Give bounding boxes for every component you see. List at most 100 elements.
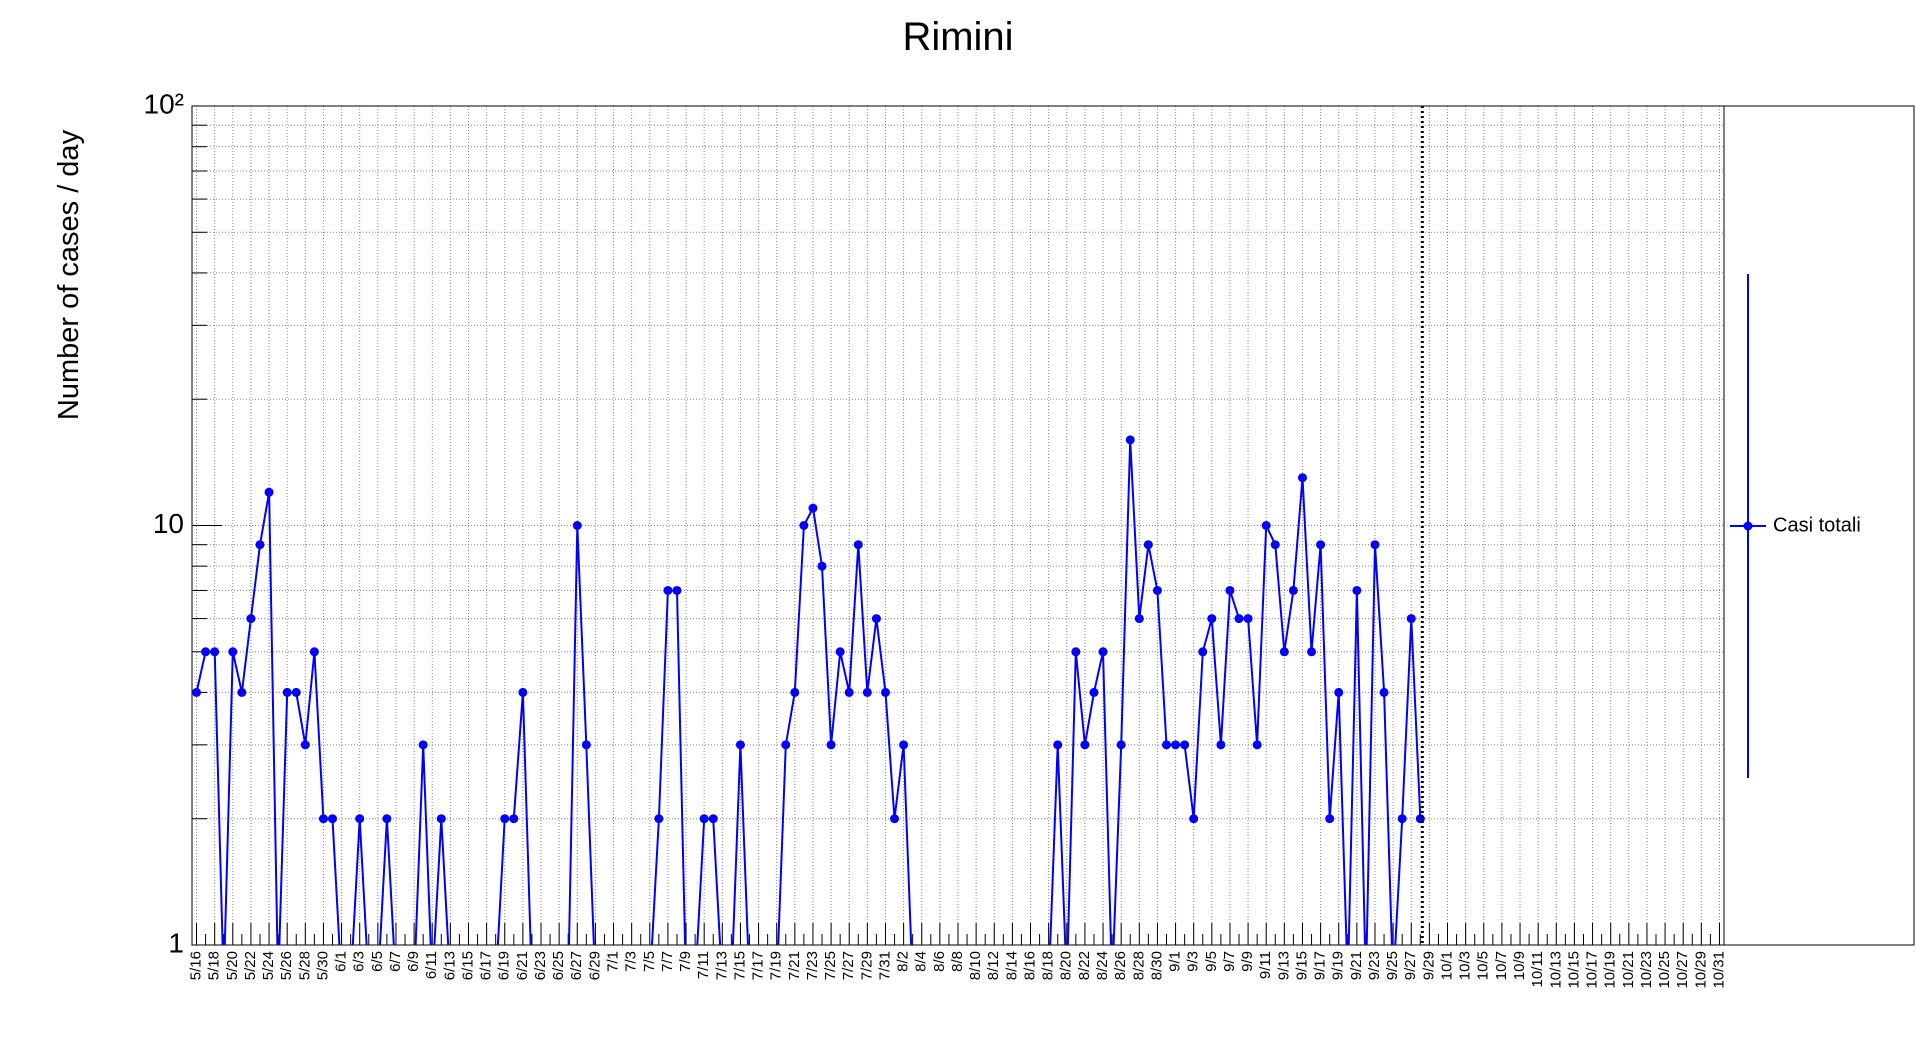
data-point — [972, 981, 981, 990]
data-point — [1252, 740, 1262, 750]
data-point — [763, 981, 772, 990]
data-point — [1297, 473, 1307, 483]
data-point — [781, 740, 791, 750]
data-point — [926, 981, 935, 990]
x-tick-label: 6/21 — [514, 951, 531, 980]
data-point — [1080, 740, 1090, 750]
chart-title: Rimini — [902, 15, 1013, 59]
x-tick-label: 7/23 — [804, 951, 821, 980]
data-point — [1379, 687, 1389, 697]
data-point — [364, 981, 373, 990]
data-point — [274, 981, 283, 990]
data-point — [309, 647, 319, 657]
data-point — [446, 981, 455, 990]
x-tick-label: 7/1 — [604, 951, 621, 972]
data-point — [436, 814, 446, 824]
data-point — [718, 981, 727, 990]
x-tick-label: 6/11 — [423, 951, 440, 979]
x-tick-label: 7/11 — [695, 951, 712, 979]
data-point — [572, 521, 582, 530]
data-point — [382, 814, 392, 824]
data-point — [1316, 540, 1326, 550]
data-point — [1071, 647, 1081, 657]
data-point — [1062, 981, 1071, 990]
data-point — [300, 740, 310, 750]
x-tick-label: 7/19 — [768, 951, 785, 980]
x-tick-label: 6/17 — [478, 951, 495, 980]
data-point — [581, 740, 591, 750]
x-tick-label: 5/24 — [260, 951, 277, 980]
series-line — [195, 439, 1422, 945]
data-point — [373, 981, 382, 990]
y-tick-label: 10 — [153, 508, 184, 539]
x-tick-label: 7/5 — [641, 951, 658, 972]
data-point — [464, 981, 473, 990]
data-point — [636, 981, 645, 990]
x-tick-label: 10/1 — [1438, 951, 1455, 980]
data-point — [1389, 981, 1398, 990]
x-tick-label: 8/12 — [985, 951, 1002, 980]
x-tick-label: 10/9 — [1511, 951, 1528, 980]
x-tick-label: 10/13 — [1547, 951, 1564, 989]
data-point — [291, 687, 301, 697]
data-point — [328, 814, 338, 824]
x-tick-label: 10/7 — [1493, 951, 1510, 980]
data-point — [1180, 740, 1190, 750]
data-point — [1125, 435, 1135, 445]
data-point — [908, 981, 917, 990]
data-point — [1134, 614, 1144, 624]
data-point — [1161, 740, 1171, 750]
x-tick-label: 6/13 — [441, 951, 458, 980]
plot-area — [192, 435, 1425, 990]
x-tick-label: 10/19 — [1602, 951, 1619, 989]
data-point — [672, 585, 682, 595]
x-tick-label: 6/25 — [550, 951, 567, 980]
x-tick-label: 7/3 — [623, 951, 640, 972]
x-tick-label: 8/14 — [1003, 951, 1020, 980]
x-tick-label: 9/7 — [1221, 951, 1238, 972]
data-point — [981, 981, 990, 990]
data-point — [1270, 540, 1280, 550]
data-point — [663, 585, 673, 595]
data-point — [808, 503, 818, 513]
x-tick-label: 8/22 — [1076, 951, 1093, 980]
data-point — [482, 981, 491, 990]
data-point — [1171, 740, 1181, 750]
data-point — [1035, 981, 1044, 990]
x-tick-label: 8/10 — [967, 951, 984, 980]
data-point — [745, 981, 754, 990]
data-point — [1225, 585, 1235, 595]
data-point — [355, 814, 365, 824]
x-tick-label: 6/19 — [496, 951, 513, 980]
data-point — [1234, 614, 1244, 624]
data-point — [337, 981, 346, 990]
data-point — [1397, 814, 1407, 824]
data-point — [201, 647, 211, 657]
x-tick-label: 9/11 — [1257, 951, 1274, 979]
data-point — [727, 981, 736, 990]
x-tick-label: 10/17 — [1584, 951, 1601, 989]
data-point — [537, 981, 546, 990]
x-tick-label: 7/27 — [840, 951, 857, 980]
x-tick-label: 5/30 — [314, 951, 331, 980]
x-tick-label: 10/31 — [1710, 951, 1727, 989]
x-tick-label: 8/6 — [931, 951, 948, 972]
data-point — [555, 981, 564, 990]
x-tick-label: 6/7 — [387, 951, 404, 972]
data-point — [999, 981, 1008, 990]
data-point — [246, 614, 256, 624]
data-point — [428, 981, 437, 990]
data-point — [609, 981, 618, 990]
x-tick-label: 8/4 — [913, 951, 930, 972]
x-tick-label: 8/2 — [895, 951, 912, 972]
data-point — [944, 981, 953, 990]
x-tick-label: 5/20 — [224, 951, 241, 980]
data-point — [682, 981, 691, 990]
data-point — [318, 814, 328, 824]
x-tick-label: 10/15 — [1565, 951, 1582, 989]
data-point — [1406, 614, 1416, 624]
data-point — [282, 687, 292, 697]
x-tick-label: 10/29 — [1692, 951, 1709, 989]
x-tick-label: 10/21 — [1620, 951, 1637, 989]
